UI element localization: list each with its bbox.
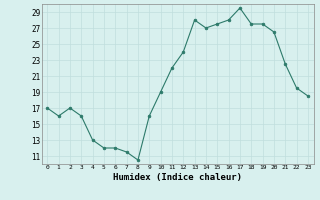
X-axis label: Humidex (Indice chaleur): Humidex (Indice chaleur) — [113, 173, 242, 182]
